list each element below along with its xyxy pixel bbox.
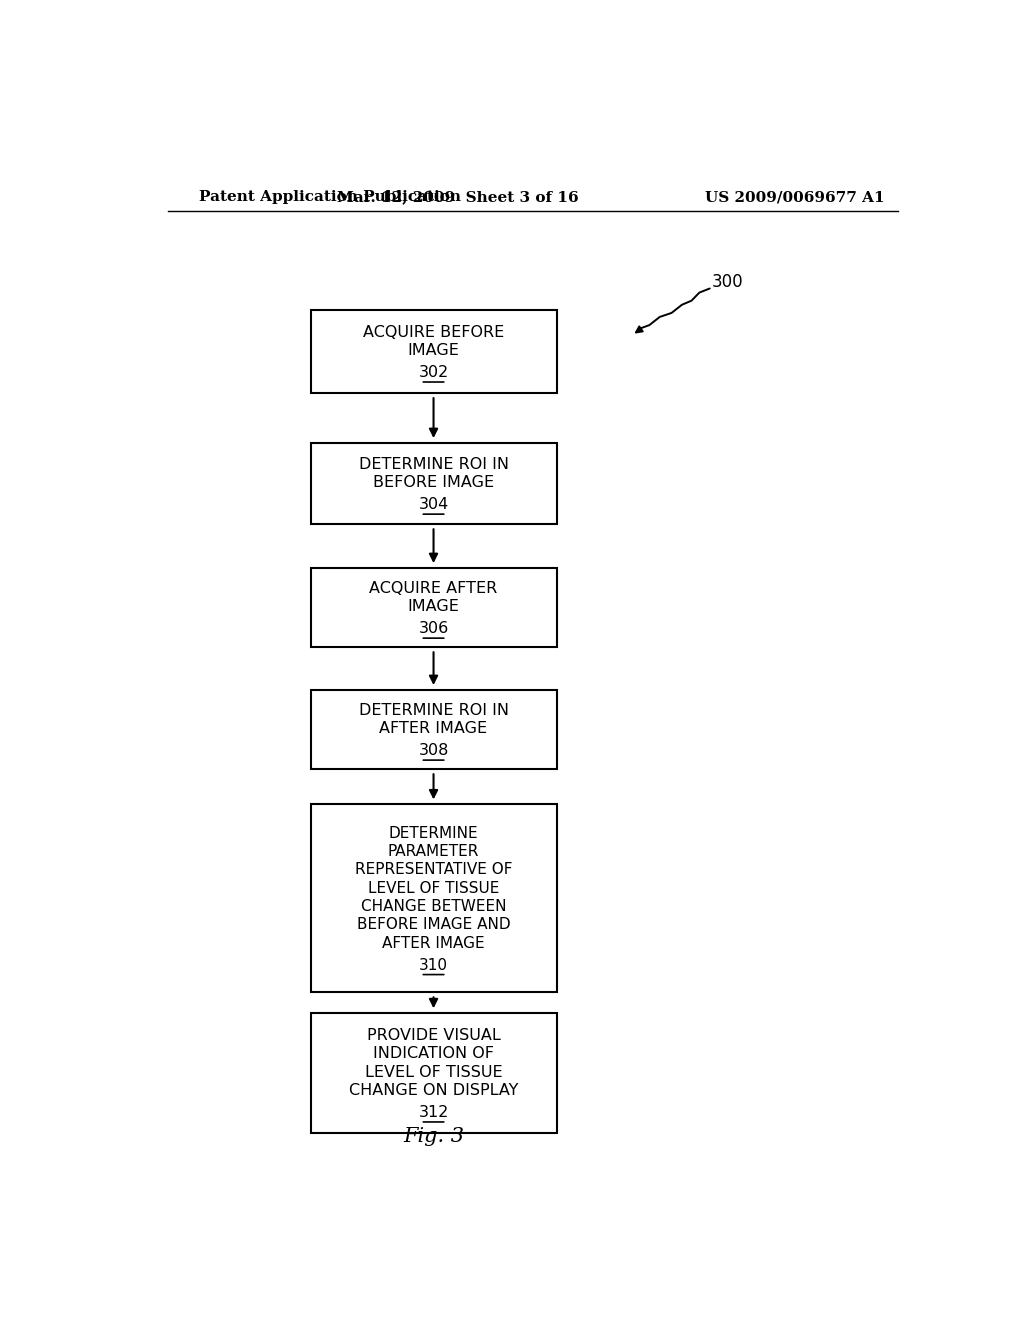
Text: 308: 308 — [419, 743, 449, 759]
Text: INDICATION OF: INDICATION OF — [373, 1047, 494, 1061]
Text: IMAGE: IMAGE — [408, 599, 460, 614]
FancyBboxPatch shape — [310, 444, 557, 524]
Text: Fig. 3: Fig. 3 — [403, 1127, 464, 1146]
Text: 312: 312 — [419, 1105, 449, 1121]
Text: REPRESENTATIVE OF: REPRESENTATIVE OF — [354, 862, 512, 878]
Text: LEVEL OF TISSUE: LEVEL OF TISSUE — [365, 1065, 503, 1080]
Text: CHANGE BETWEEN: CHANGE BETWEEN — [360, 899, 506, 913]
FancyBboxPatch shape — [310, 804, 557, 993]
Text: DETERMINE ROI IN: DETERMINE ROI IN — [358, 457, 509, 471]
Text: ACQUIRE BEFORE: ACQUIRE BEFORE — [362, 325, 504, 339]
Text: 302: 302 — [419, 366, 449, 380]
Text: 304: 304 — [419, 498, 449, 512]
Text: AFTER IMAGE: AFTER IMAGE — [380, 721, 487, 737]
Text: 310: 310 — [419, 958, 449, 973]
Text: Patent Application Publication: Patent Application Publication — [200, 190, 462, 205]
FancyBboxPatch shape — [310, 1014, 557, 1133]
Text: BEFORE IMAGE: BEFORE IMAGE — [373, 475, 495, 490]
Text: Mar. 12, 2009  Sheet 3 of 16: Mar. 12, 2009 Sheet 3 of 16 — [337, 190, 579, 205]
Text: PROVIDE VISUAL: PROVIDE VISUAL — [367, 1028, 501, 1043]
Text: IMAGE: IMAGE — [408, 343, 460, 358]
Text: 306: 306 — [419, 622, 449, 636]
FancyBboxPatch shape — [310, 690, 557, 770]
Text: DETERMINE ROI IN: DETERMINE ROI IN — [358, 702, 509, 718]
Text: CHANGE ON DISPLAY: CHANGE ON DISPLAY — [349, 1082, 518, 1098]
Text: DETERMINE: DETERMINE — [389, 826, 478, 841]
Text: US 2009/0069677 A1: US 2009/0069677 A1 — [705, 190, 885, 205]
Text: LEVEL OF TISSUE: LEVEL OF TISSUE — [368, 880, 500, 896]
FancyBboxPatch shape — [310, 310, 557, 393]
Text: PARAMETER: PARAMETER — [388, 843, 479, 859]
Text: 300: 300 — [712, 273, 743, 292]
FancyBboxPatch shape — [310, 568, 557, 647]
Text: BEFORE IMAGE AND: BEFORE IMAGE AND — [356, 917, 510, 932]
Text: ACQUIRE AFTER: ACQUIRE AFTER — [370, 581, 498, 595]
Text: AFTER IMAGE: AFTER IMAGE — [382, 936, 484, 950]
